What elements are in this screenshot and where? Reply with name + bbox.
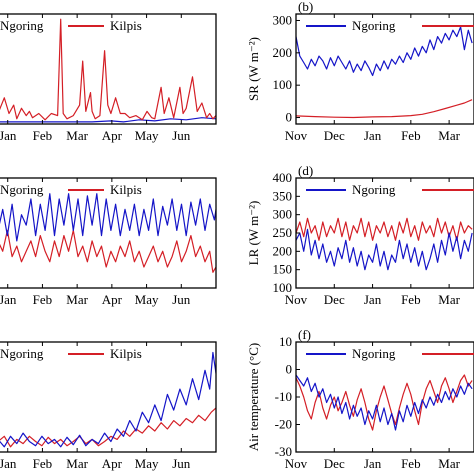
x-tick-label-e: Mar <box>66 456 88 471</box>
y-tick-label-b: 0 <box>286 110 293 125</box>
x-tick-label-f: Jan <box>364 456 382 471</box>
y-tick-label-d: 300 <box>273 207 293 222</box>
x-tick-label-c: Jun <box>172 292 191 307</box>
x-tick-label-c: May <box>135 292 159 307</box>
x-tick-label-a: Feb <box>33 128 53 143</box>
x-tick-label-e: Feb <box>33 456 53 471</box>
x-tick-label-d: Feb <box>401 292 421 307</box>
y-axis-label-f: Air temperature (°C) <box>246 343 261 451</box>
panel-label-d: (d) <box>298 163 313 178</box>
y-tick-label-f: -30 <box>275 444 292 459</box>
series-line-f-kilpis <box>296 374 473 431</box>
x-tick-label-a: Apr <box>102 128 123 143</box>
x-tick-label-c: Mar <box>66 292 88 307</box>
y-tick-label-d: 150 <box>273 262 293 277</box>
panel-c: Jan Feb Mar Apr May Jun Ngoring Kilpis <box>0 177 217 307</box>
y-axis-label-b: SR (W m⁻²) <box>246 37 261 101</box>
x-tick-label-c: Jan <box>0 292 17 307</box>
axes-frame-c <box>0 177 217 289</box>
series-group-d <box>296 217 473 271</box>
series-line-a-kilpis <box>0 18 216 121</box>
x-tick-label-e: Apr <box>102 456 123 471</box>
series-line-e-ngoring <box>0 351 216 448</box>
y-tick-label-f: 0 <box>286 362 293 377</box>
panel-label-b: (b) <box>298 0 313 14</box>
x-tick-label-d: Nov <box>285 292 308 307</box>
x-tick-label-f: Mar <box>438 456 460 471</box>
x-tick-label-e: Jun <box>172 456 191 471</box>
x-tick-label-b: Dec <box>324 128 345 143</box>
y-tick-label-f: -10 <box>275 389 292 404</box>
series-line-a-ngoring <box>0 117 216 123</box>
x-tick-label-b: Feb <box>401 128 421 143</box>
panel-a: Jan Feb Mar Apr May Jun Ngoring Kilpis <box>0 13 217 143</box>
x-tick-label-b: Jan <box>364 128 382 143</box>
legend-label-ngoring-e: Ngoring <box>0 346 44 361</box>
x-tick-label-c: Feb <box>33 292 53 307</box>
legend-label-ngoring-f: Ngoring <box>352 346 396 361</box>
series-line-c-kilpis <box>0 229 216 273</box>
series-group-a <box>0 18 216 123</box>
panel-b: Nov Dec Jan Feb Mar 0 100 200 300 SR (W m⁻²) (b) Ng… <box>246 0 474 143</box>
legend-label-ngoring-a: Ngoring <box>0 18 44 33</box>
x-tick-label-a: Jun <box>172 128 191 143</box>
axes-frame-b <box>295 13 474 125</box>
series-group-f <box>296 374 473 431</box>
legend-label-ngoring-c: Ngoring <box>0 182 44 197</box>
series-line-f-ngoring <box>296 374 473 431</box>
legend-label-ngoring-b: Ngoring <box>352 18 396 33</box>
x-tick-label-d: Dec <box>324 292 345 307</box>
y-tick-label-d: 100 <box>273 280 293 295</box>
y-tick-label-b: 300 <box>273 12 293 27</box>
series-line-c-ngoring <box>0 193 216 242</box>
series-group-e <box>0 351 216 448</box>
axes-frame-a <box>0 13 217 125</box>
y-tick-label-d: 200 <box>273 243 293 258</box>
y-tick-label-f: -20 <box>275 417 292 432</box>
x-tick-label-c: Apr <box>102 292 123 307</box>
panel-e: Jan Feb Mar Apr May Jun Ngoring Kilpis <box>0 341 217 471</box>
x-tick-label-a: May <box>135 128 159 143</box>
panel-f: Nov Dec Jan Feb Mar -30 -20 -10 0 10 Air temperatu… <box>246 327 474 471</box>
series-line-d-ngoring <box>296 228 473 271</box>
legend-label-ngoring-d: Ngoring <box>352 182 396 197</box>
series-line-b-kilpis <box>296 99 473 119</box>
y-tick-label-f: 10 <box>279 334 292 349</box>
x-tick-label-d: Jan <box>364 292 382 307</box>
y-tick-label-d: 350 <box>273 188 293 203</box>
y-tick-label-b: 100 <box>273 77 293 92</box>
y-tick-label-d: 250 <box>273 225 293 240</box>
series-group-c <box>0 193 216 273</box>
x-tick-label-d: Mar <box>438 292 460 307</box>
x-tick-label-f: Nov <box>285 456 308 471</box>
legend-label-kilpis-a: Kilpis <box>110 18 142 33</box>
x-tick-label-e: Jan <box>0 456 17 471</box>
panel-d: Nov Dec Jan Feb Mar 100 150 200 250 300 350 400 LR (… <box>246 163 474 307</box>
series-group-b <box>296 26 473 119</box>
y-tick-label-b: 200 <box>273 45 293 60</box>
x-tick-label-f: Feb <box>401 456 421 471</box>
y-axis-label-d: LR (W m⁻²) <box>246 201 261 266</box>
x-tick-label-a: Jan <box>0 128 17 143</box>
x-tick-label-b: Nov <box>285 128 308 143</box>
x-tick-label-f: Dec <box>324 456 345 471</box>
x-tick-label-a: Mar <box>66 128 88 143</box>
panel-label-f: (f) <box>298 327 311 342</box>
axes-frame-e <box>0 341 217 453</box>
series-line-e-kilpis <box>0 407 216 448</box>
series-line-d-kilpis <box>296 217 473 241</box>
x-tick-label-b: Mar <box>438 128 460 143</box>
y-tick-label-d: 400 <box>273 170 293 185</box>
legend-label-kilpis-e: Kilpis <box>110 346 142 361</box>
series-line-b-ngoring <box>296 26 473 77</box>
legend-label-kilpis-c: Kilpis <box>110 182 142 197</box>
x-tick-label-e: May <box>135 456 159 471</box>
